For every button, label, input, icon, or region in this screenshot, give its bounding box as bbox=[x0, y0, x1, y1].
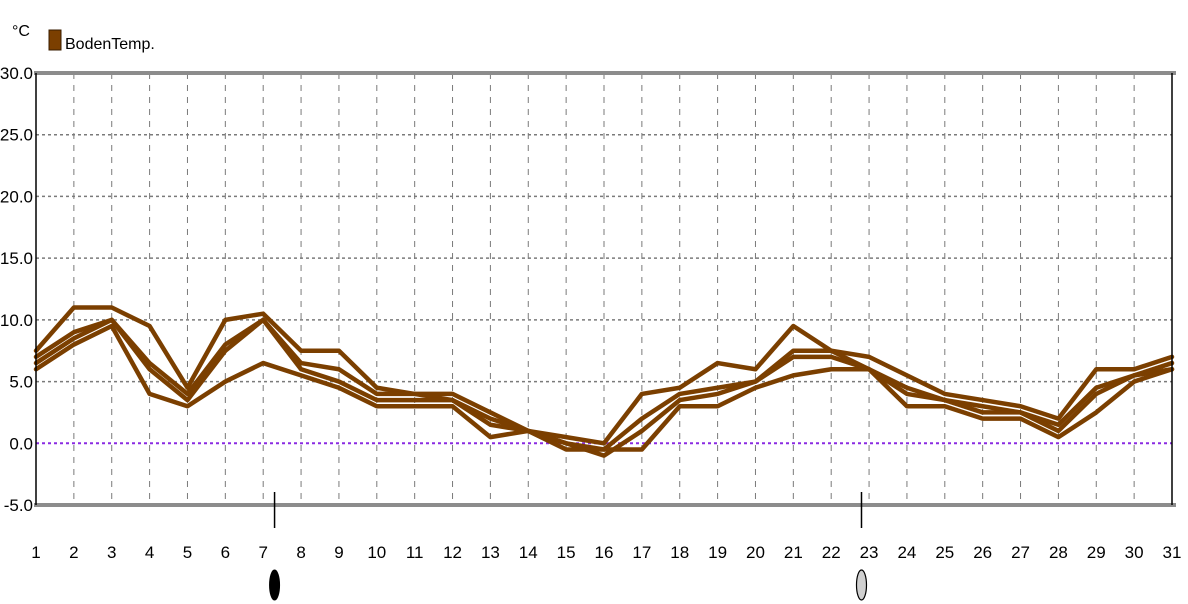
x-tick-label: 21 bbox=[784, 543, 803, 562]
x-tick-label: 7 bbox=[258, 543, 267, 562]
x-tick-label: 25 bbox=[935, 543, 954, 562]
series-line-4 bbox=[33, 323, 1175, 452]
x-tick-label: 6 bbox=[221, 543, 230, 562]
full-moon-icon bbox=[855, 569, 868, 601]
x-tick-label: 10 bbox=[367, 543, 386, 562]
x-tick-label: 2 bbox=[69, 543, 78, 562]
x-tick-label: 5 bbox=[183, 543, 192, 562]
y-tick-label: 15.0 bbox=[0, 249, 33, 268]
x-tick-label: 30 bbox=[1125, 543, 1144, 562]
legend-label: BodenTemp. bbox=[65, 36, 155, 53]
x-tick-label: 11 bbox=[406, 543, 424, 562]
y-tick-label: 10.0 bbox=[0, 311, 33, 330]
x-tick-label: 17 bbox=[632, 543, 651, 562]
plot-frame bbox=[34, 71, 1176, 507]
grid bbox=[36, 73, 1172, 505]
x-tick-label: 29 bbox=[1087, 543, 1106, 562]
series-line-1 bbox=[33, 305, 1175, 446]
legend-swatch bbox=[48, 29, 62, 51]
x-tick-label: 20 bbox=[746, 543, 765, 562]
y-tick-label: 20.0 bbox=[0, 187, 33, 206]
x-tick-label: 18 bbox=[670, 543, 689, 562]
y-tick-label: -5.0 bbox=[4, 496, 33, 515]
x-tick-label: 1 bbox=[31, 543, 40, 562]
x-tick-label: 31 bbox=[1163, 543, 1182, 562]
x-tick-label: 23 bbox=[860, 543, 879, 562]
x-tick-label: 13 bbox=[481, 543, 500, 562]
x-tick-label: 22 bbox=[822, 543, 841, 562]
x-tick-label: 14 bbox=[519, 543, 538, 562]
x-tick-label: 19 bbox=[708, 543, 727, 562]
y-tick-label: 0.0 bbox=[9, 434, 33, 453]
moon-phase-markers bbox=[269, 492, 868, 601]
x-tick-label: 26 bbox=[973, 543, 992, 562]
x-tick-label: 15 bbox=[557, 543, 576, 562]
series-line-3 bbox=[33, 317, 1175, 458]
x-tick-label: 9 bbox=[334, 543, 343, 562]
x-tick-label: 4 bbox=[145, 543, 154, 562]
new-moon-icon bbox=[269, 569, 281, 601]
y-tick-label: 30.0 bbox=[0, 64, 33, 83]
x-tick-label: 16 bbox=[595, 543, 614, 562]
x-tick-label: 24 bbox=[897, 543, 916, 562]
y-tick-label: 5.0 bbox=[9, 373, 33, 392]
y-axis-ticks: 30.0 25.0 20.0 15.0 10.0 5.0 0.0 -5.0 bbox=[0, 64, 33, 515]
x-tick-label: 12 bbox=[443, 543, 462, 562]
x-tick-label: 3 bbox=[107, 543, 116, 562]
y-unit-label: °C bbox=[12, 23, 30, 40]
x-tick-label: 28 bbox=[1049, 543, 1068, 562]
x-axis-ticks: 1 2 3 4 5 6 7 8 9 10 11 12 13 14 15 16 17 18 19 20 21 22 23 24 2… bbox=[31, 543, 1181, 562]
x-tick-label: 8 bbox=[296, 543, 305, 562]
y-tick-label: 25.0 bbox=[0, 126, 33, 145]
x-tick-label: 27 bbox=[1011, 543, 1030, 562]
series-layer bbox=[33, 305, 1175, 458]
